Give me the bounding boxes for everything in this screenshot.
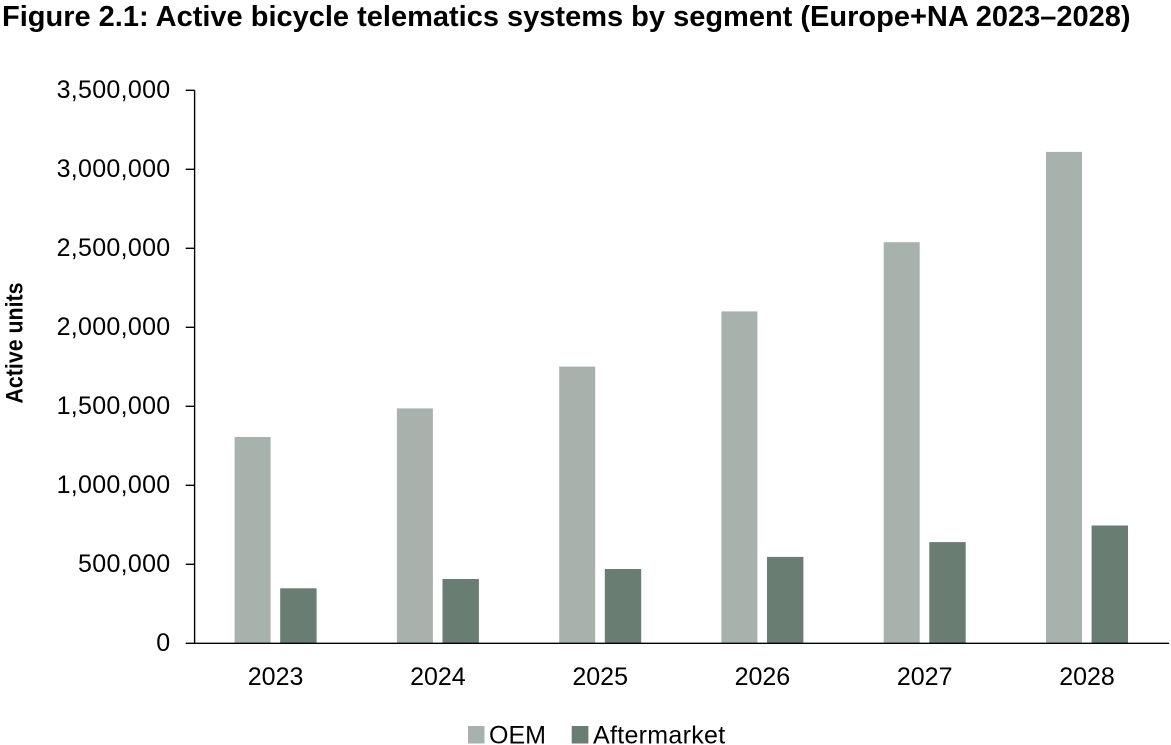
svg-text:1,500,000: 1,500,000 <box>57 392 171 420</box>
svg-text:2023: 2023 <box>248 663 304 691</box>
svg-text:2,000,000: 2,000,000 <box>57 313 171 341</box>
svg-text:2028: 2028 <box>1059 663 1115 691</box>
svg-text:3,000,000: 3,000,000 <box>57 155 171 183</box>
svg-text:OEM: OEM <box>489 722 546 745</box>
svg-text:0: 0 <box>156 629 170 657</box>
svg-text:2027: 2027 <box>897 663 953 691</box>
svg-text:1,000,000: 1,000,000 <box>57 471 171 499</box>
svg-text:Aftermarket: Aftermarket <box>593 722 726 745</box>
svg-text:500,000: 500,000 <box>78 550 170 578</box>
svg-text:3,500,000: 3,500,000 <box>57 76 171 104</box>
svg-text:Figure 2.1: Active bicycle tel: Figure 2.1: Active bicycle telematics sy… <box>2 1 1131 33</box>
svg-text:2024: 2024 <box>410 663 466 691</box>
svg-text:2,500,000: 2,500,000 <box>57 234 171 262</box>
svg-text:2025: 2025 <box>572 663 628 691</box>
svg-text:2026: 2026 <box>735 663 791 691</box>
svg-text:Active units: Active units <box>2 283 29 404</box>
